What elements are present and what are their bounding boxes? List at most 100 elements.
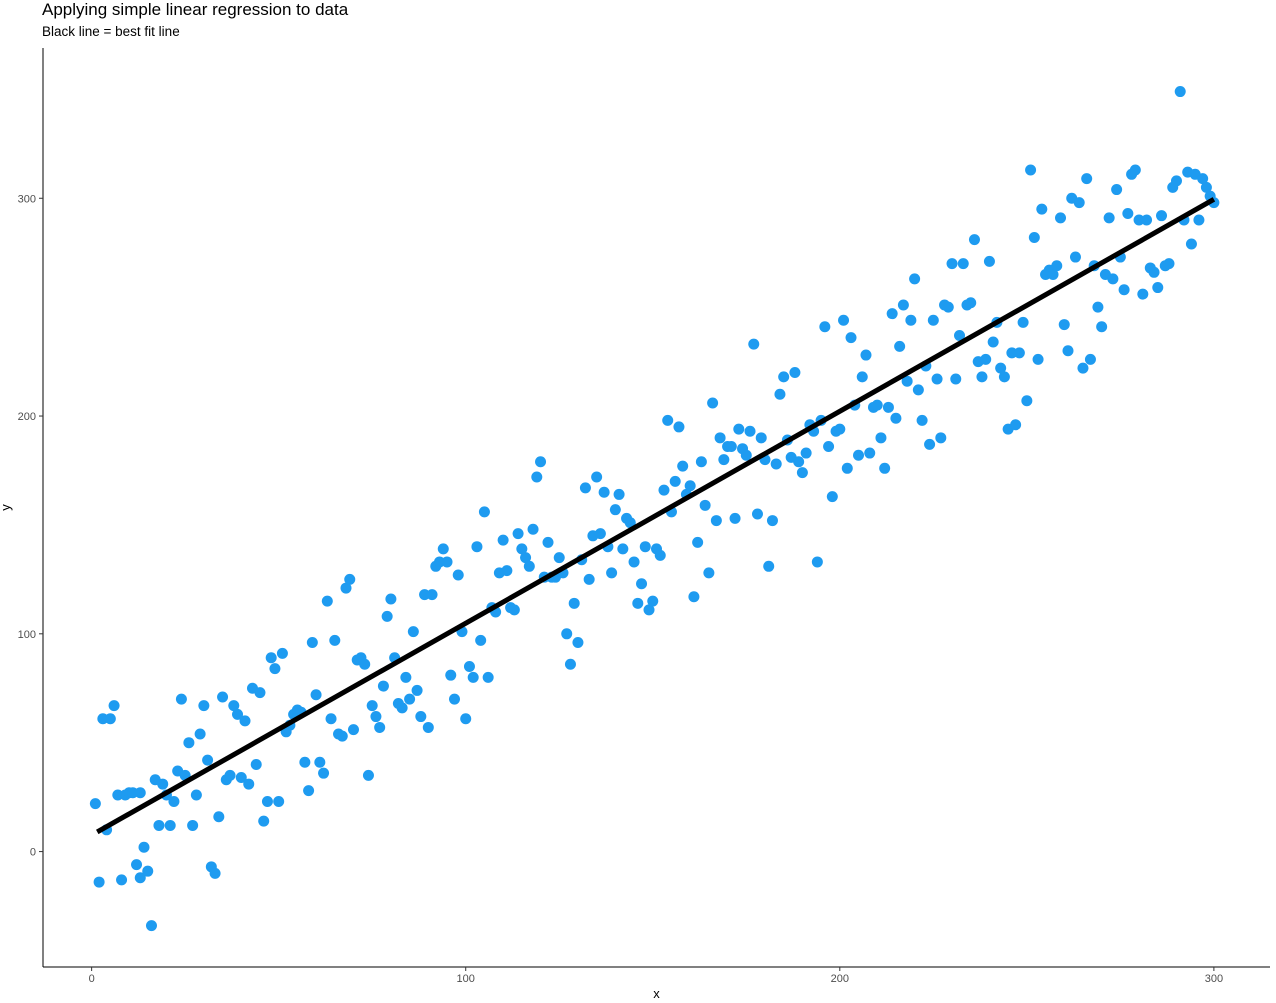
data-point <box>209 867 221 879</box>
data-point <box>460 713 472 725</box>
data-point <box>299 756 311 768</box>
data-point <box>1055 212 1067 224</box>
data-point <box>1197 173 1209 185</box>
data-point <box>998 371 1010 383</box>
data-point <box>703 567 715 579</box>
data-point <box>995 362 1007 374</box>
data-point <box>662 414 674 426</box>
data-point <box>314 756 326 768</box>
data-point <box>1010 419 1022 431</box>
data-point <box>710 515 722 527</box>
data-point <box>897 299 909 311</box>
data-point <box>1025 164 1037 176</box>
data-point <box>987 336 999 348</box>
data-point <box>187 819 199 831</box>
data-point <box>463 660 475 672</box>
data-point <box>796 467 808 479</box>
data-point <box>677 460 689 472</box>
data-point <box>845 332 857 344</box>
data-point <box>673 421 685 433</box>
data-point <box>374 721 386 733</box>
y-tick-label: 100 <box>18 629 36 641</box>
data-point <box>568 597 580 609</box>
data-point <box>654 549 666 561</box>
data-point <box>766 515 778 527</box>
data-point <box>508 604 520 616</box>
data-point <box>1028 231 1040 243</box>
data-point <box>516 543 528 555</box>
data-point <box>834 423 846 435</box>
data-point <box>1073 197 1085 209</box>
data-point <box>965 297 977 309</box>
data-point <box>946 258 958 270</box>
data-point <box>841 462 853 474</box>
data-point <box>1193 214 1205 226</box>
data-point <box>400 671 412 683</box>
data-point <box>1032 353 1044 365</box>
data-point <box>942 301 954 313</box>
data-point <box>535 456 547 468</box>
data-point <box>318 767 330 779</box>
data-point <box>695 456 707 468</box>
data-point <box>800 447 812 459</box>
data-point <box>217 691 229 703</box>
data-point <box>684 480 696 492</box>
data-point <box>1081 173 1093 185</box>
data-point <box>362 769 374 781</box>
data-point <box>497 534 509 546</box>
data-point <box>793 456 805 468</box>
data-point <box>202 754 214 766</box>
data-point <box>957 258 969 270</box>
data-point <box>1129 164 1141 176</box>
data-point <box>157 778 169 790</box>
data-point <box>950 373 962 385</box>
data-point <box>131 859 143 871</box>
data-point <box>501 565 513 577</box>
data-point <box>628 556 640 568</box>
data-point <box>744 425 756 437</box>
data-point <box>931 373 943 385</box>
data-point <box>699 499 711 511</box>
data-point <box>980 353 992 365</box>
data-point <box>647 595 659 607</box>
data-point <box>729 512 741 524</box>
data-point <box>265 652 277 664</box>
data-point <box>983 255 995 267</box>
data-point <box>512 528 524 540</box>
data-point <box>879 462 891 474</box>
data-point <box>1170 175 1182 187</box>
data-point <box>1122 208 1134 220</box>
data-point <box>643 604 655 616</box>
data-point <box>213 811 225 823</box>
data-point <box>93 876 105 888</box>
data-point <box>1013 347 1025 359</box>
data-point <box>254 687 266 699</box>
data-point <box>954 329 966 341</box>
data-point <box>153 819 165 831</box>
data-point <box>1051 260 1063 272</box>
data-point <box>310 689 322 701</box>
data-point <box>452 569 464 581</box>
data-point <box>935 432 947 444</box>
data-point <box>860 349 872 361</box>
data-point <box>340 582 352 594</box>
data-point <box>269 663 281 675</box>
data-point <box>591 471 603 483</box>
data-point <box>598 486 610 498</box>
data-point <box>770 458 782 470</box>
data-point <box>347 724 359 736</box>
y-ticks: 0 100 200 300 <box>18 193 43 859</box>
data-point <box>1062 345 1074 357</box>
data-point <box>1156 210 1168 222</box>
data-point <box>1141 214 1153 226</box>
data-point <box>811 556 823 568</box>
data-point <box>329 634 341 646</box>
data-point <box>1047 268 1059 280</box>
data-point <box>1185 238 1197 250</box>
data-point <box>624 517 636 529</box>
data-point <box>882 401 894 413</box>
y-tick-label: 300 <box>18 193 36 205</box>
data-point <box>912 384 924 396</box>
data-point <box>306 637 318 649</box>
